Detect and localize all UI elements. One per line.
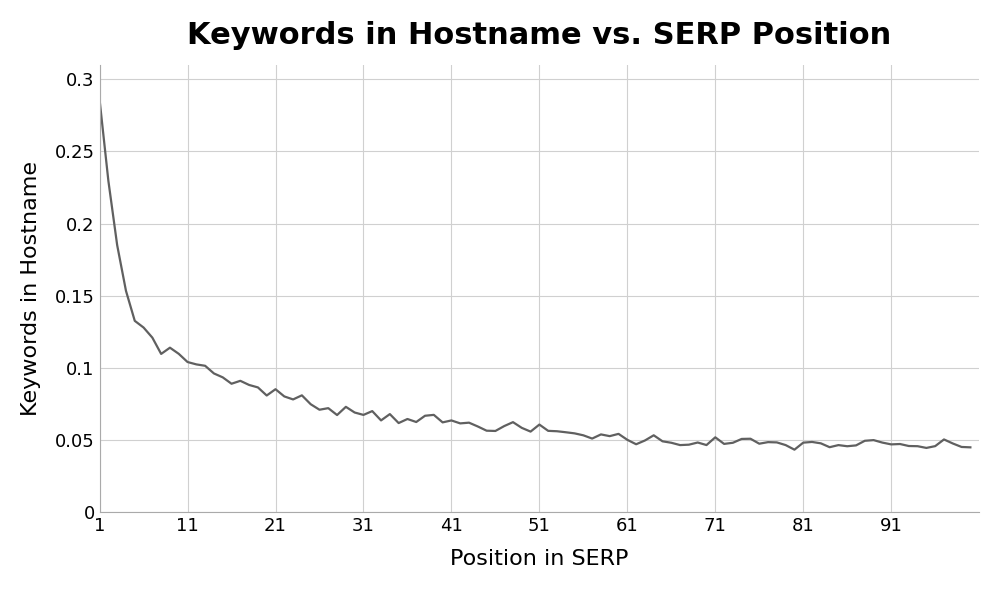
X-axis label: Position in SERP: Position in SERP: [450, 549, 629, 569]
Title: Keywords in Hostname vs. SERP Position: Keywords in Hostname vs. SERP Position: [187, 21, 892, 50]
Y-axis label: Keywords in Hostname: Keywords in Hostname: [21, 161, 41, 416]
